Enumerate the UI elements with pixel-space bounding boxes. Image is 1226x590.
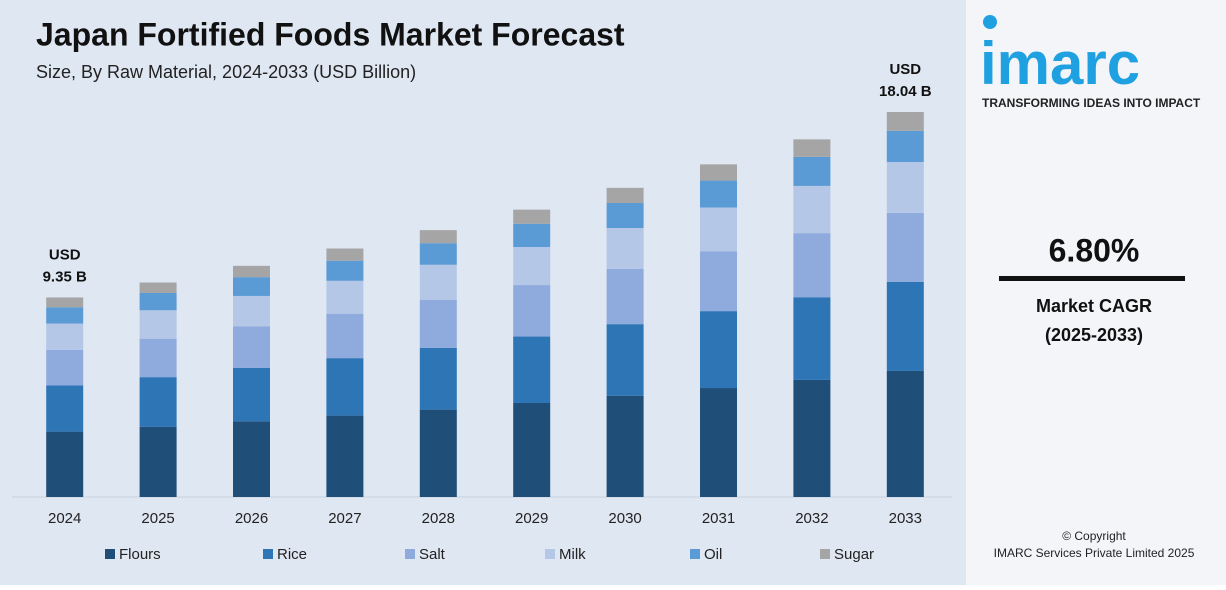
x-tick-label: 2026 — [235, 510, 268, 527]
legend-label: Rice — [277, 546, 307, 563]
bar-segment — [233, 295, 270, 327]
bar-segment — [419, 300, 457, 348]
divider — [999, 276, 1185, 281]
bar-segment — [793, 297, 831, 380]
logo: imarc — [980, 30, 1140, 97]
bar-segment — [46, 431, 84, 497]
x-tick-label: 2031 — [702, 510, 735, 527]
bar-segment — [700, 164, 737, 181]
bar-segment — [326, 358, 364, 416]
bar-segment — [700, 311, 737, 389]
bar-segment — [513, 285, 551, 337]
legend-label: Flours — [119, 546, 161, 563]
annotation: USD — [889, 61, 921, 78]
bar-segment — [233, 326, 270, 368]
bar-segment — [793, 379, 831, 497]
x-tick-label: 2028 — [422, 510, 455, 527]
chart-subtitle: Size, By Raw Material, 2024-2033 (USD Bi… — [36, 62, 416, 82]
bar-segment — [419, 243, 457, 265]
bar-segment — [139, 310, 177, 339]
bar-segment — [793, 185, 831, 234]
bar-segment — [513, 247, 551, 286]
bar-segment — [700, 180, 737, 208]
bar-segment — [886, 212, 924, 282]
copyright: © Copyright — [1062, 529, 1126, 543]
x-tick-label: 2027 — [328, 510, 361, 527]
legend-swatch — [820, 549, 830, 559]
bar-segment — [513, 336, 551, 403]
chart-title: Japan Fortified Foods Market Forecast — [36, 16, 625, 52]
annotation: USD — [49, 246, 81, 263]
bar-segment — [139, 282, 177, 293]
bar-segment — [46, 349, 84, 386]
bar-segment — [139, 292, 177, 311]
bar-segment — [700, 388, 737, 497]
legend-swatch — [690, 549, 700, 559]
annotation: 18.04 B — [879, 83, 932, 100]
bar-segment — [700, 207, 737, 252]
bar-segment — [326, 260, 364, 281]
logo-dot — [983, 15, 997, 29]
bar-segment — [513, 223, 551, 248]
bar-segment — [700, 251, 737, 312]
bar-segment — [793, 156, 831, 186]
bar-segment — [326, 415, 364, 497]
bar-segment — [886, 370, 924, 497]
bar-segment — [513, 209, 551, 224]
x-tick-label: 2024 — [48, 510, 81, 527]
bar-segment — [233, 367, 270, 422]
cagr-label: Market CAGR — [1036, 296, 1152, 316]
x-tick-label: 2025 — [141, 510, 174, 527]
bar-segment — [886, 130, 924, 162]
bar-segment — [46, 297, 84, 308]
bar-segment — [46, 307, 84, 324]
side-panel — [966, 0, 1226, 585]
legend-swatch — [405, 549, 415, 559]
bar-segment — [233, 265, 270, 278]
bar-segment — [513, 402, 551, 497]
bar-segment — [606, 228, 644, 269]
bar-segment — [326, 248, 364, 261]
bar-segment — [139, 338, 177, 378]
bar-segment — [606, 324, 644, 396]
bar-segment — [886, 281, 924, 371]
legend-label: Salt — [419, 546, 446, 563]
bar-segment — [419, 347, 457, 410]
bar-segment — [419, 230, 457, 244]
legend-swatch — [263, 549, 273, 559]
bar-segment — [606, 268, 644, 325]
bar-segment — [606, 203, 644, 229]
cagr-period: (2025-2033) — [1045, 325, 1143, 345]
bar-segment — [886, 161, 924, 213]
x-tick-label: 2032 — [795, 510, 828, 527]
legend-swatch — [105, 549, 115, 559]
bar-segment — [886, 112, 924, 131]
x-tick-label: 2029 — [515, 510, 548, 527]
tagline: TRANSFORMING IDEAS INTO IMPACT — [982, 96, 1201, 110]
bar-segment — [419, 409, 457, 497]
bar-segment — [606, 395, 644, 497]
bar-segment — [233, 421, 270, 497]
bar-segment — [46, 385, 84, 432]
bar-segment — [139, 377, 177, 427]
bar-segment — [606, 187, 644, 204]
company: IMARC Services Private Limited 2025 — [994, 546, 1195, 560]
bar-segment — [326, 280, 364, 314]
cagr-value: 6.80% — [1049, 232, 1140, 268]
x-tick-label: 2030 — [608, 510, 641, 527]
bar-segment — [419, 264, 457, 301]
legend-swatch — [545, 549, 555, 559]
bar-segment — [233, 277, 270, 296]
x-tick-label: 2033 — [889, 510, 922, 527]
bar-segment — [326, 313, 364, 359]
legend-label: Oil — [704, 546, 722, 563]
annotation: 9.35 B — [43, 268, 87, 285]
bar-segment — [793, 233, 831, 298]
bar-segment — [793, 139, 831, 157]
legend-label: Sugar — [834, 546, 874, 563]
legend-label: Milk — [559, 546, 586, 563]
bar-segment — [139, 426, 177, 497]
bar-segment — [46, 323, 84, 350]
